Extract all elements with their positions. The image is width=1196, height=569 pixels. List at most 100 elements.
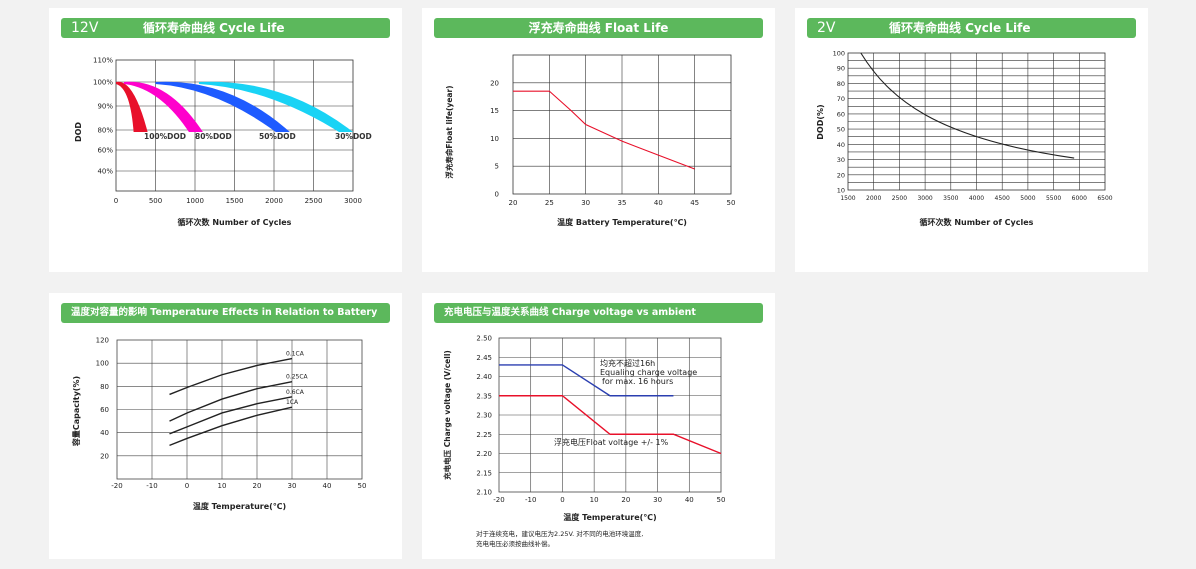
equalizing-annotation-en-1: Equaling charge voltage (600, 368, 697, 377)
series-band-1 (116, 81, 148, 132)
y-tick-label: 2.10 (476, 489, 492, 497)
y-tick-label: 100% (93, 79, 113, 87)
y-tick-label: 2.45 (476, 354, 492, 362)
x-tick-label: 2500 (305, 197, 323, 205)
series-label: 50%DOD (259, 132, 296, 141)
y-tick-label: 70 (837, 95, 845, 103)
chart-title: 充电电压与温度关系曲线 Charge voltage vs ambient te… (444, 307, 696, 338)
float-life-card: 浮充寿命曲线 Float Life 0 5 10 15 20 20 25 30 35 40 45 50… (422, 8, 775, 272)
charge-voltage-card: 充电电压与温度关系曲线 Charge voltage vs ambient te… (422, 293, 775, 559)
y-tick-label: 40 (100, 429, 109, 437)
y-tick-label: 100 (96, 360, 109, 368)
cycle-life-2v-banner: 2V 循环寿命曲线 Cycle Life (807, 18, 1136, 38)
y-tick-label: 20 (100, 452, 109, 460)
x-tick-label: 2500 (892, 195, 907, 202)
series-label: 30%DOD (335, 132, 372, 141)
voltage-line-2 (499, 395, 722, 455)
x-tick-label: 5500 (1046, 195, 1061, 202)
capacity-line-4 (169, 406, 293, 447)
x-tick-label: 2000 (265, 197, 283, 205)
x-tick-label: 10 (218, 482, 227, 490)
y-tick-label: 100 (833, 50, 845, 58)
series-label: 100%DOD (144, 132, 186, 141)
x-tick-label: 50 (727, 199, 736, 207)
banner-prefix: 12V (71, 20, 99, 36)
y-axis-label: 浮充寿命Float life(year) (444, 85, 454, 178)
y-tick-label: 2.25 (476, 431, 492, 439)
series-band-2 (123, 81, 203, 132)
y-axis-label: DOD (74, 122, 83, 142)
charge-voltage-banner: 充电电压与温度关系曲线 Charge voltage vs ambient te… (434, 303, 763, 338)
y-tick-label: 2.35 (476, 392, 492, 400)
charge-note-line-1: 对于连续充电，建议电压为2.25V. 对不同的电池环境温度, (476, 530, 644, 538)
x-tick-label: 3000 (344, 197, 362, 205)
temperature-capacity-banner: 温度对容量的影响 Temperature Effects in Relation… (61, 303, 390, 338)
y-tick-label: 50 (837, 126, 845, 134)
y-tick-label: 80 (100, 383, 109, 391)
x-tick-label: 40 (654, 199, 663, 207)
y-tick-label: 2.15 (476, 469, 492, 477)
y-tick-label: 80 (837, 80, 845, 88)
y-tick-label: 90% (97, 103, 113, 111)
chart-title: 循环寿命曲线 Cycle Life (889, 21, 1031, 35)
y-tick-label: 60 (837, 110, 845, 118)
x-tick-label: 40 (685, 496, 694, 504)
y-tick-label: 0 (495, 191, 499, 199)
x-axis-label: 循环次数 Number of Cycles (919, 217, 1034, 227)
series-label: 0.1CA (286, 351, 305, 358)
y-axis-label: 容量Capacity(%) (71, 376, 81, 447)
x-tick-label: 0 (560, 496, 564, 504)
capacity-line-3 (169, 396, 293, 435)
x-tick-label: 2000 (866, 195, 881, 202)
y-tick-label: 90 (837, 65, 845, 73)
float-life-banner: 浮充寿命曲线 Float Life (434, 18, 763, 38)
y-tick-label: 40 (837, 141, 845, 149)
cycle-life-12v-chart: 110% 100% 90% 80% 60% 40% 0 500 1000 1500 2000 2500… (74, 57, 372, 228)
y-tick-label: 10 (490, 135, 499, 143)
y-tick-label: 2.40 (476, 373, 492, 381)
x-tick-label: 6500 (1097, 195, 1112, 202)
y-tick-label: 80% (97, 127, 113, 135)
x-tick-label: 10 (590, 496, 599, 504)
voltage-line-1 (499, 364, 674, 397)
y-axis-label: DOD(%) (816, 104, 825, 139)
x-tick-label: 50 (358, 482, 367, 490)
series-label: 80%DOD (195, 132, 232, 141)
x-tick-label: 500 (149, 197, 162, 205)
x-tick-label: 25 (545, 199, 554, 207)
x-axis-label: 温度 Temperature(℃) (193, 501, 286, 511)
capacity-line-2 (169, 381, 293, 422)
chart-title: 浮充寿命曲线 Float Life (528, 21, 669, 35)
y-tick-label: 2.50 (476, 335, 492, 343)
y-tick-label: 120 (96, 337, 109, 345)
x-axis-label: 温度 Battery Temperature(℃) (557, 217, 687, 227)
series-label: 1CA (286, 399, 299, 406)
y-tick-label: 60 (100, 406, 109, 414)
cycle-life-curve (860, 52, 1075, 159)
x-tick-label: 1500 (840, 195, 855, 202)
y-axis-label: 充电电压 Charge voltage (V/cell) (442, 350, 452, 480)
y-tick-label: 20 (490, 79, 499, 87)
banner-prefix: 2V (817, 20, 836, 36)
x-tick-label: 4500 (995, 195, 1010, 202)
float-life-chart: 0 5 10 15 20 20 25 30 35 40 45 50 温度 Battery Tempera… (444, 54, 736, 227)
y-tick-label: 40% (97, 168, 113, 176)
cycle-life-12v-banner: 12V 循环寿命曲线 Cycle Life (61, 18, 390, 38)
x-tick-label: 20 (509, 199, 518, 207)
x-tick-label: 3500 (943, 195, 958, 202)
y-tick-label: 2.20 (476, 450, 492, 458)
cycle-life-2v-card: 2V 循环寿命曲线 Cycle Life 100 90 80 70 60 50 40 30 20… (795, 8, 1148, 272)
x-tick-label: 3000 (917, 195, 932, 202)
x-tick-label: 50 (717, 496, 726, 504)
x-tick-label: 35 (618, 199, 627, 207)
x-tick-label: 20 (621, 496, 630, 504)
y-tick-label: 5 (495, 163, 499, 171)
series-label: 0.25CA (286, 374, 309, 381)
y-tick-label: 20 (837, 171, 845, 179)
chart-title: 循环寿命曲线 Cycle Life (143, 21, 285, 35)
x-tick-label: 5000 (1020, 195, 1035, 202)
equalizing-annotation-en-2: for max. 16 hours (602, 377, 673, 386)
x-tick-label: -20 (111, 482, 122, 490)
x-tick-label: 1000 (186, 197, 204, 205)
temperature-capacity-card: 温度对容量的影响 Temperature Effects in Relation… (49, 293, 402, 559)
